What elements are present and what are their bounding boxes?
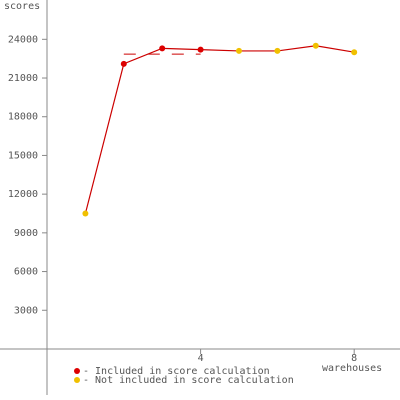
data-point bbox=[274, 47, 281, 54]
legend-label: - Not included in score calculation bbox=[83, 375, 294, 386]
data-point bbox=[197, 46, 204, 53]
y-tick-label: 24000 bbox=[8, 34, 38, 45]
y-tick-label: 12000 bbox=[8, 189, 38, 200]
y-tick-label: 3000 bbox=[14, 305, 38, 316]
data-point bbox=[159, 45, 166, 52]
y-tick-label: 6000 bbox=[14, 267, 38, 278]
y-tick-label: 9000 bbox=[14, 228, 38, 239]
legend-marker bbox=[74, 368, 80, 374]
y-tick-label: 21000 bbox=[8, 73, 38, 84]
data-point bbox=[120, 60, 127, 67]
y-tick-label: 18000 bbox=[8, 112, 38, 123]
data-point bbox=[312, 42, 319, 49]
x-tick-label: 8 bbox=[351, 353, 357, 364]
data-point bbox=[351, 49, 358, 56]
series-line bbox=[84, 45, 355, 214]
legend-marker bbox=[74, 377, 80, 383]
y-tick-label: 15000 bbox=[8, 150, 38, 161]
data-point bbox=[82, 210, 89, 217]
data-point bbox=[235, 47, 242, 54]
y-axis-label: scores bbox=[4, 1, 40, 12]
legend-label: - Included in score calculation bbox=[83, 366, 270, 377]
x-axis-label: warehouses bbox=[322, 363, 382, 374]
x-tick-label: 4 bbox=[198, 353, 204, 364]
